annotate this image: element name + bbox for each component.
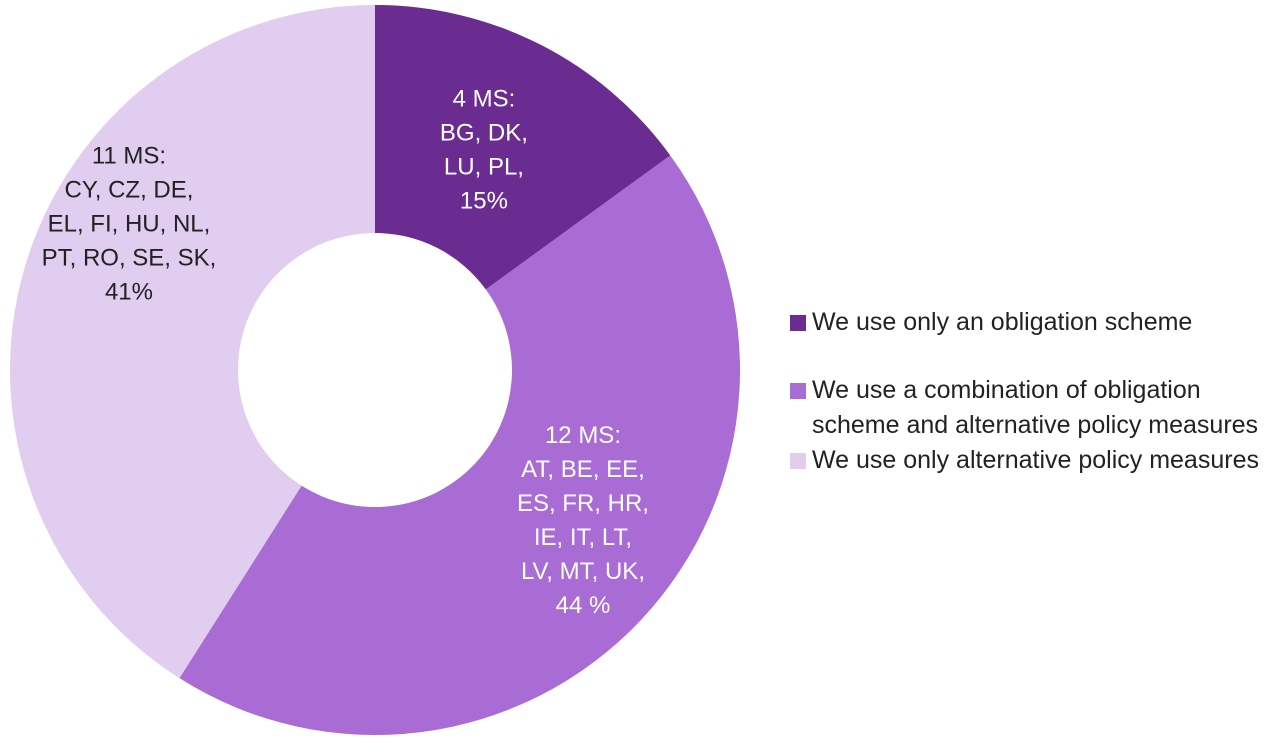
legend-label: We use a combination of obligation schem… xyxy=(812,376,1259,439)
slice xyxy=(179,155,741,736)
legend-label: We use only an obligation scheme xyxy=(812,308,1193,336)
donut-chart: 4 MS: BG, DK, LU, PL, 15% 12 MS: AT, BE, EE, E… xyxy=(9,5,741,736)
slice-annotation: CY, CZ, DE, xyxy=(65,176,194,203)
legend-swatch xyxy=(790,383,806,399)
slice-annotation: EL, FI, HU, NL, xyxy=(48,210,211,237)
legend-item: We use only alternative policy measures xyxy=(790,443,1280,478)
slice-annotation: ES, FR, HR, xyxy=(517,490,649,517)
slice xyxy=(375,5,671,290)
slice-annotation: AT, BE, EE, xyxy=(521,456,645,483)
slice xyxy=(9,5,375,679)
legend: We use only an obligation scheme We use a… xyxy=(790,305,1280,478)
legend-label: We use only alternative policy measures xyxy=(812,446,1259,474)
slice-annotation: LV, MT, UK, xyxy=(521,558,645,585)
slice-annotation: BG, DK, xyxy=(440,120,528,147)
legend-item: We use only an obligation scheme xyxy=(790,305,1280,340)
slice-annotation: 11 MS: xyxy=(92,142,166,169)
slice-annotation: 12 MS: xyxy=(545,422,621,449)
data-label: 44 % xyxy=(556,592,611,619)
legend-swatch xyxy=(790,315,806,331)
data-label: 41% xyxy=(105,278,153,305)
slice-annotation: IE, IT, LT, xyxy=(534,524,632,551)
slice-annotation: 4 MS: xyxy=(453,86,516,113)
slice-annotation: LU, PL, xyxy=(444,154,524,181)
data-label: 15% xyxy=(460,188,508,215)
legend-swatch xyxy=(790,453,806,469)
slice-annotation: PT, RO, SE, SK, xyxy=(42,244,217,271)
legend-item: We use a combination of obligation schem… xyxy=(790,373,1280,443)
